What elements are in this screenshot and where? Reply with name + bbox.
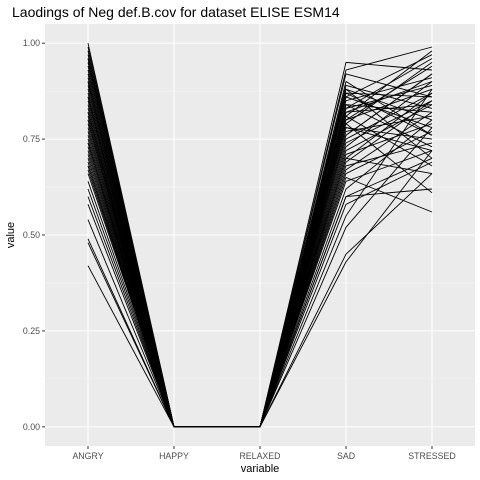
- y-tick-label: 0.00: [23, 422, 40, 432]
- y-axis-title: value: [5, 222, 17, 248]
- x-axis: ANGRY HAPPY RELAXED SAD STRESSED: [72, 446, 456, 461]
- x-tick-label-relaxed: RELAXED: [239, 451, 280, 461]
- y-axis: 0.00 0.25 0.50 0.75 1.00: [23, 38, 45, 432]
- y-tick-label: 0.75: [23, 134, 40, 144]
- y-tick-label: 0.50: [23, 230, 40, 240]
- y-tick-label: 0.25: [23, 326, 40, 336]
- x-tick-label-sad: SAD: [337, 451, 355, 461]
- x-tick-label-angry: ANGRY: [72, 451, 103, 461]
- x-tick-label-stressed: STRESSED: [408, 451, 455, 461]
- x-tick-label-happy: HAPPY: [159, 451, 189, 461]
- series-lines: [87, 43, 433, 428]
- y-tick-label: 1.00: [23, 38, 40, 48]
- x-axis-title: variable: [241, 463, 280, 475]
- series-line-50: [87, 111, 433, 428]
- major-gridlines: [45, 24, 475, 446]
- chart-title: Laodings of Neg def.B.cov for dataset EL…: [12, 4, 340, 20]
